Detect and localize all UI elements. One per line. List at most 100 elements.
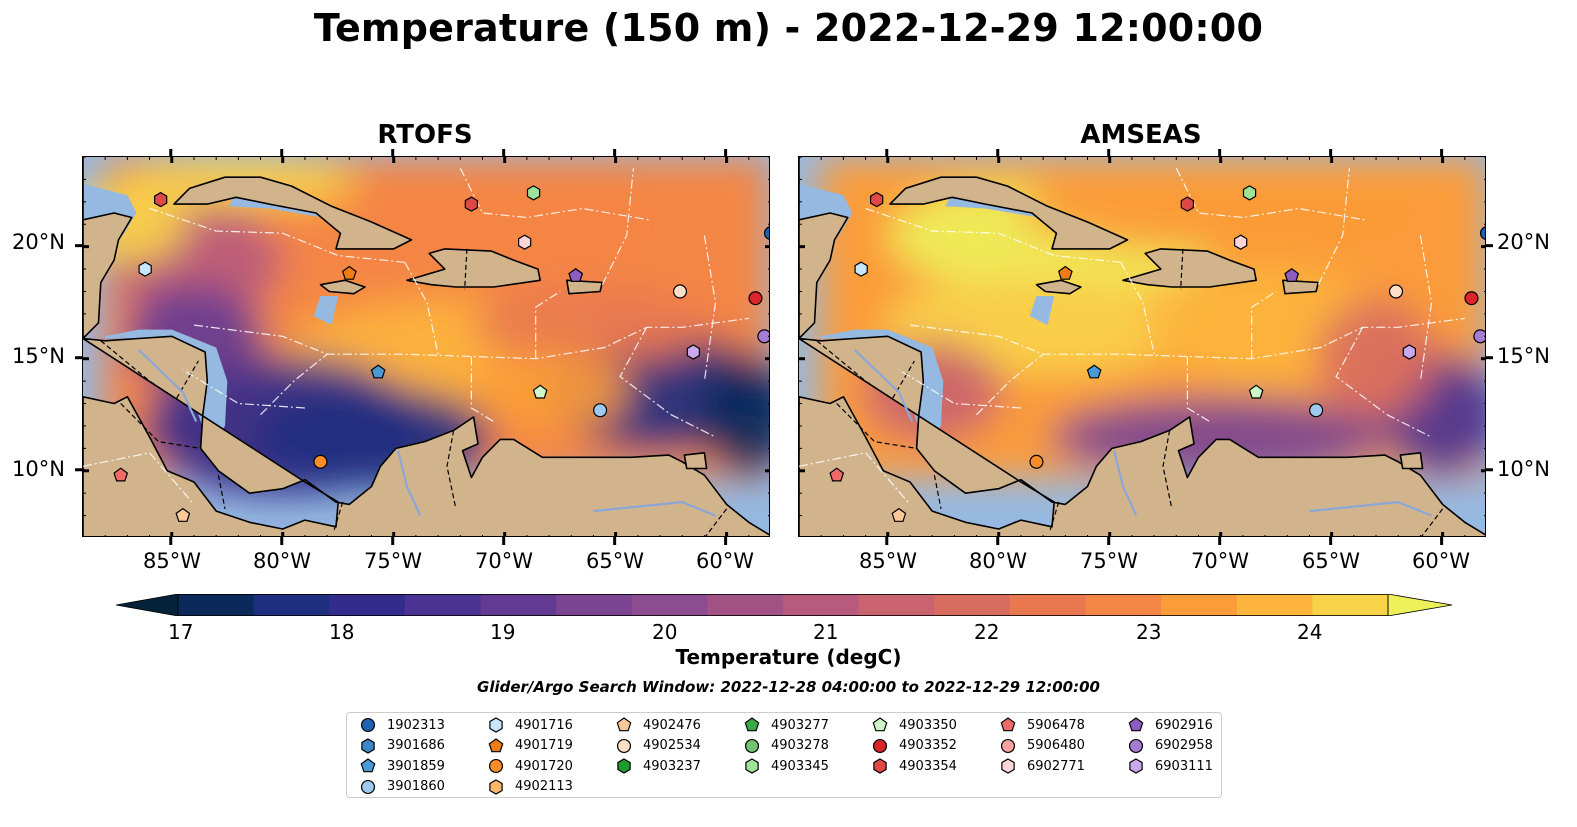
- legend-label: 4903350: [899, 717, 957, 733]
- colorbar-segment: [1236, 594, 1313, 616]
- float-marker-3901859: [370, 364, 386, 379]
- eez-line-6: [1335, 327, 1432, 438]
- shelf-region-3: [1029, 296, 1055, 326]
- float-marker-4903354: [464, 196, 478, 212]
- legend-item: 6902958: [1127, 736, 1213, 756]
- eez-line-3: [1120, 262, 1155, 355]
- lon-label-75w-right: 75°W: [1080, 549, 1138, 573]
- float-marker-4903345: [526, 185, 541, 201]
- eez-line-11: [799, 452, 911, 505]
- legend-item: 4901720: [487, 756, 573, 776]
- river-0: [137, 348, 198, 422]
- land-trinidad: [1399, 451, 1424, 470]
- lon-label-80w-left: 80°W: [253, 549, 311, 573]
- land-yucatan: [83, 157, 133, 340]
- float-legend: 1902313 3901686 3901859 3901860 4901716 49017…: [346, 712, 1222, 798]
- legend-label: 4902476: [643, 717, 701, 733]
- float-marker-4903352: [748, 291, 763, 306]
- float-marker-4902476: [175, 507, 191, 522]
- colorbar-tick-22: 22: [974, 620, 1000, 644]
- legend-marker: [616, 717, 632, 732]
- river-0: [853, 348, 914, 422]
- eez-line-4: [1251, 290, 1277, 359]
- colorbar-segment: [404, 594, 481, 616]
- lon-label-85w-right: 85°W: [859, 549, 917, 573]
- legend-marker: [1128, 717, 1144, 732]
- circle-marker-icon: [360, 717, 376, 733]
- float-marker-4903354: [1180, 196, 1194, 212]
- legend-marker: [745, 758, 759, 774]
- axis-ticks: [799, 157, 1485, 536]
- float-marker-4903354: [869, 191, 884, 208]
- eez-line-10: [898, 369, 1021, 409]
- circle-marker-icon: [1128, 738, 1144, 753]
- legend-label: 3901860: [387, 779, 445, 794]
- lat-label-15n-left: 15°N: [12, 344, 65, 368]
- circle-marker-icon: [360, 779, 376, 794]
- legend-marker: [872, 738, 888, 753]
- float-marker-6902916: [568, 268, 584, 283]
- float-marker-1902313: [1479, 226, 1485, 240]
- lon-label-85w-left: 85°W: [143, 549, 201, 573]
- legend-marker: [744, 738, 760, 753]
- country-border-2: [217, 475, 226, 510]
- land-centralAmerica: [83, 335, 769, 536]
- country-border-6: [464, 248, 468, 290]
- eez-line-5: [470, 356, 494, 423]
- hexagon-marker-icon: [489, 778, 503, 795]
- colorbar-segment: [1161, 594, 1238, 616]
- river-1: [397, 450, 422, 517]
- pentagon-marker-icon: [360, 758, 376, 773]
- eez-line-0: [149, 207, 405, 263]
- legend-item: 3901686: [359, 736, 445, 756]
- float-marker-4901716: [854, 261, 868, 277]
- hexagon-marker-icon: [745, 758, 759, 774]
- legend-item: 5906478: [999, 715, 1085, 735]
- colorbar-tick-20: 20: [652, 620, 678, 644]
- hexagon-marker-icon: [617, 758, 631, 774]
- country-border-1: [836, 403, 917, 449]
- colorbar-segment: [178, 594, 255, 616]
- colorbar-segment: [934, 594, 1011, 616]
- colorbar-tick-18: 18: [329, 620, 355, 644]
- eez-line-8: [1317, 168, 1350, 285]
- colorbar-segment: [707, 594, 784, 616]
- pentagon-marker-icon: [744, 717, 760, 732]
- legend-label: 4901716: [515, 717, 573, 733]
- legend-label: 6902916: [1155, 717, 1213, 733]
- float-marker-6902958: [757, 329, 769, 344]
- land-hispaniola: [1122, 248, 1258, 288]
- lon-label-70w-right: 70°W: [1191, 549, 1249, 573]
- pentagon-marker-icon: [1128, 717, 1144, 732]
- circle-marker-icon: [488, 758, 504, 774]
- legend-marker: [1129, 758, 1143, 774]
- eez-line-0: [865, 207, 1121, 263]
- legend-label: 4901719: [515, 738, 573, 753]
- legend-label: 6902958: [1155, 738, 1213, 753]
- temperature-field: [819, 157, 1485, 478]
- legend-marker: [488, 758, 504, 774]
- float-marker-4901720: [313, 454, 328, 469]
- lat-label-20n-right: 20°N: [1497, 230, 1550, 254]
- float-marker-4903350: [532, 384, 548, 399]
- eez-line-7: [459, 167, 650, 221]
- land-layer: [83, 157, 769, 536]
- legend-label: 6903111: [1155, 758, 1213, 774]
- eez-line-11: [83, 452, 195, 505]
- river-2: [593, 500, 716, 517]
- lon-label-60w-right: 60°W: [1412, 549, 1470, 573]
- legend-item: 4902476: [615, 715, 701, 735]
- float-marker-4902534: [672, 284, 688, 299]
- legend-marker: [1128, 738, 1144, 753]
- legend-item: 3901860: [359, 777, 445, 797]
- land-jamaica: [1035, 279, 1082, 295]
- country-border-4: [1162, 430, 1173, 510]
- float-marker-6902916: [1284, 268, 1300, 283]
- river-2: [1309, 500, 1432, 517]
- legend-label: 4902113: [515, 779, 573, 794]
- legend-label: 4903345: [771, 758, 829, 774]
- legend-item: 4903352: [871, 736, 957, 756]
- eez-line-2: [260, 353, 328, 416]
- legend-item: 4902113: [487, 777, 573, 797]
- legend-marker: [617, 758, 631, 774]
